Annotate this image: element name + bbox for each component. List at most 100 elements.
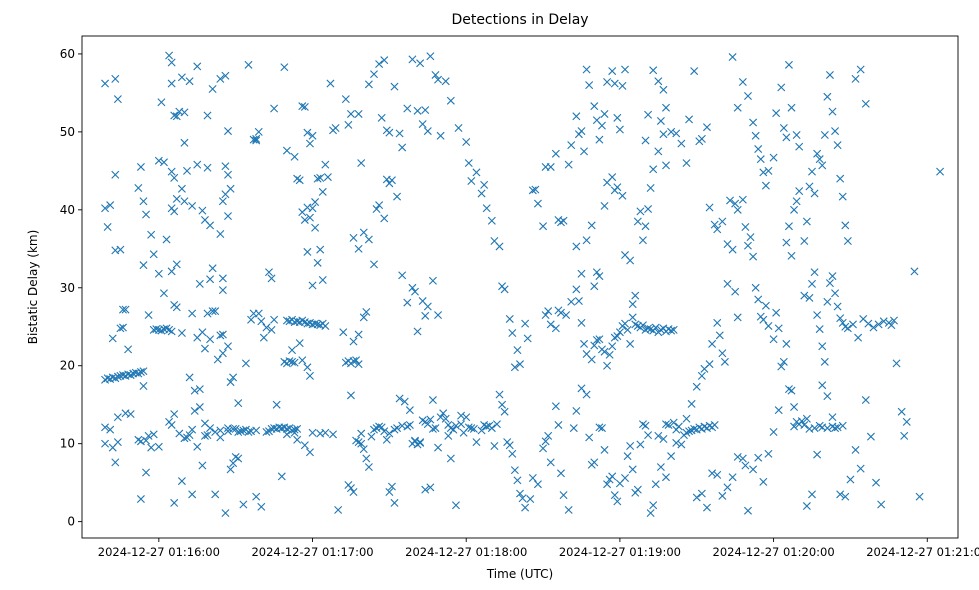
data-point-marker — [354, 109, 363, 118]
data-point-marker — [188, 309, 197, 318]
data-point-marker — [790, 205, 799, 214]
data-point-marker — [872, 478, 881, 487]
data-point-marker — [305, 448, 314, 457]
data-point-marker — [124, 345, 133, 354]
data-point-marker — [743, 241, 752, 250]
data-point-marker — [247, 315, 256, 324]
data-point-marker — [615, 125, 624, 134]
data-point-marker — [764, 166, 773, 175]
data-point-marker — [887, 321, 896, 330]
data-point-marker — [359, 228, 368, 237]
data-point-marker — [569, 424, 578, 433]
data-point-marker — [221, 162, 230, 171]
data-point-marker — [664, 420, 673, 429]
data-point-marker — [697, 489, 706, 498]
data-point-marker — [659, 85, 668, 94]
data-point-marker — [385, 429, 394, 438]
data-point-marker — [541, 311, 550, 320]
data-point-marker — [101, 79, 110, 88]
data-point-marker — [346, 109, 355, 118]
data-point-marker — [738, 454, 747, 463]
data-point-marker — [492, 420, 501, 429]
data-point-marker — [590, 458, 599, 467]
data-point-marker — [293, 435, 302, 444]
data-point-marker — [393, 424, 402, 433]
data-point-marker — [784, 60, 793, 69]
data-point-marker — [710, 420, 719, 429]
data-point-marker — [170, 410, 179, 419]
data-point-marker — [877, 500, 886, 509]
x-axis: 2024-12-27 01:16:00 2024-12-27 01:17:00 20… — [98, 538, 979, 559]
data-point-marker — [387, 482, 396, 491]
data-point-marker — [705, 360, 714, 369]
data-point-marker — [818, 342, 827, 351]
data-point-marker — [733, 205, 742, 214]
data-point-marker — [577, 269, 586, 278]
data-point-marker — [224, 170, 232, 179]
data-point-marker — [802, 414, 811, 423]
data-point-marker — [157, 98, 166, 107]
data-point-marker — [508, 329, 517, 337]
data-point-marker — [587, 355, 596, 364]
data-point-marker — [116, 324, 125, 333]
data-point-marker — [457, 411, 466, 420]
data-point-marker — [702, 503, 711, 512]
data-point-marker — [359, 445, 368, 454]
data-point-marker — [759, 168, 768, 177]
data-point-marker — [600, 445, 609, 454]
data-point-marker — [195, 403, 204, 412]
data-point-marker — [505, 314, 514, 323]
data-point-marker — [198, 461, 207, 470]
data-point-marker — [405, 420, 414, 429]
data-point-marker — [149, 430, 158, 439]
data-point-marker — [713, 470, 722, 479]
data-point-marker — [831, 127, 840, 136]
data-point-marker — [349, 337, 358, 346]
data-point-marker — [177, 184, 186, 193]
data-point-marker — [254, 309, 263, 318]
data-point-marker — [510, 363, 519, 372]
data-point-marker — [183, 166, 192, 175]
data-point-marker — [728, 53, 737, 62]
data-point-marker — [326, 79, 335, 88]
data-point-marker — [216, 230, 225, 238]
data-point-marker — [646, 184, 655, 192]
data-point-marker — [211, 307, 220, 316]
data-point-marker — [226, 378, 235, 387]
data-point-marker — [685, 427, 694, 436]
data-point-marker — [644, 431, 653, 440]
data-point-marker — [101, 204, 110, 213]
data-point-marker — [697, 371, 706, 380]
data-point-marker — [636, 440, 645, 449]
data-point-marker — [644, 205, 653, 214]
data-point-marker — [731, 199, 740, 208]
data-point-marker — [718, 349, 727, 358]
data-point-marker — [626, 339, 635, 348]
data-point-marker — [662, 161, 670, 170]
data-point-marker — [779, 123, 788, 132]
data-point-marker — [172, 112, 181, 121]
data-point-marker — [702, 123, 711, 132]
data-point-marker — [218, 330, 227, 339]
data-point-marker — [154, 442, 163, 451]
data-point-marker — [221, 71, 230, 80]
data-point-marker — [603, 78, 612, 86]
data-point-marker — [352, 356, 361, 365]
data-point-marker — [544, 431, 553, 440]
data-point-marker — [669, 325, 678, 334]
data-point-marker — [423, 127, 432, 136]
data-point-marker — [495, 390, 504, 399]
data-point-marker — [874, 320, 883, 329]
data-point-marker — [861, 99, 870, 108]
data-point-marker — [398, 143, 407, 152]
data-point-marker — [854, 333, 863, 342]
data-point-marker — [518, 494, 527, 503]
data-point-marker — [295, 176, 304, 185]
data-point-marker — [495, 242, 504, 251]
data-point-marker — [113, 438, 122, 447]
data-point-marker — [439, 409, 448, 418]
data-point-marker — [410, 436, 419, 445]
data-point-marker — [777, 83, 786, 92]
data-point-marker — [218, 274, 227, 283]
data-point-marker — [224, 127, 232, 136]
